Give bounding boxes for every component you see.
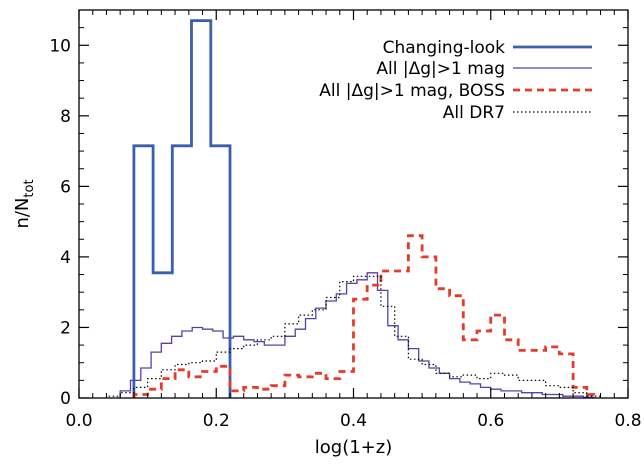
series-3-histogram [105,275,602,398]
y-tick-label: 2 [60,318,71,338]
tick-labels: 0.0 0.2 0.4 0.6 0.8 0 2 4 6 8 10 [49,36,641,431]
x-tick-label: 0.4 [340,411,367,431]
legend-label: Changing-look [383,38,506,58]
series-layer [105,19,602,398]
y-axis-title-subscript: tot [22,179,37,197]
y-axis-title-base: n/N [12,198,33,229]
x-axis-title: log(1+z) [315,437,392,458]
x-tick-label: 0.2 [203,411,230,431]
series-0-histogram [132,19,232,398]
legend-label: All DR7 [443,103,505,123]
legend-label: All |Δg|>1 mag [376,59,505,79]
x-tick-label: 0.8 [614,411,641,431]
y-tick-label: 4 [60,248,71,268]
x-tick-label: 0.0 [65,411,92,431]
ticks-layer [78,10,629,399]
y-tick-label: 8 [60,107,71,127]
series-1-histogram [119,272,595,398]
legend-label: All |Δg|>1 mag, BOSS [319,81,505,101]
x-tick-label: 0.6 [477,411,504,431]
y-tick-label: 0 [60,389,71,409]
y-tick-label: 6 [60,177,71,197]
y-axis-title: n/Ntot [12,179,37,228]
y-tick-label: 10 [49,36,71,56]
series-2-histogram [132,234,596,398]
